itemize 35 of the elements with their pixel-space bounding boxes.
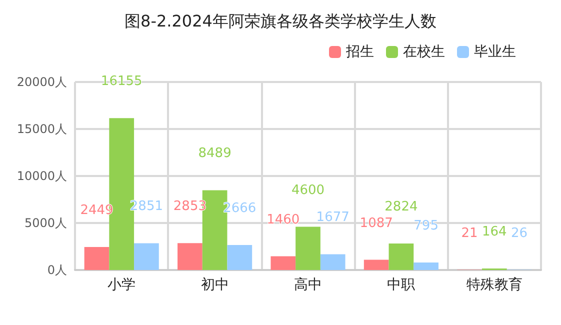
y-tick-label: 15000人 [16, 122, 67, 136]
x-tick-label: 小学 [108, 277, 136, 293]
legend-label: 招生 [345, 44, 374, 60]
data-label: 16155 [100, 74, 142, 90]
legend-label: 在校生 [403, 44, 445, 60]
y-tick-label: 5000人 [24, 216, 67, 230]
data-label: 795 [414, 218, 438, 234]
bar [388, 243, 414, 270]
data-label: 21 [461, 226, 478, 241]
bar [178, 243, 202, 270]
bar [84, 246, 110, 270]
x-tick-label: 中职 [387, 277, 416, 293]
y-tick-label: 10000人 [16, 169, 67, 183]
data-label: 26 [510, 226, 528, 241]
y-tick-label: 20000人 [16, 75, 67, 89]
data-label: 4600 [291, 182, 325, 198]
bar [270, 256, 296, 270]
data-label: 1460 [266, 212, 300, 228]
y-tick-label: 0人 [47, 263, 67, 277]
bar [414, 262, 438, 270]
legend-label: 毕业生 [474, 44, 516, 60]
bar [134, 243, 159, 270]
bar [227, 244, 252, 270]
bar [296, 226, 320, 270]
x-tick-label: 高中 [294, 277, 322, 293]
bar [364, 260, 389, 270]
data-label: 1087 [360, 216, 393, 231]
bar [320, 254, 346, 270]
x-tick-label: 初中 [200, 277, 229, 293]
data-label: 1677 [316, 210, 350, 226]
x-tick-label: 特殊教育 [466, 276, 522, 293]
chart-title: 图8-2.2024年阿荣旗各级各类学校学生人数 [124, 12, 436, 30]
data-label: 8489 [198, 146, 232, 162]
data-label: 164 [482, 224, 507, 240]
data-label: 2824 [384, 199, 418, 214]
